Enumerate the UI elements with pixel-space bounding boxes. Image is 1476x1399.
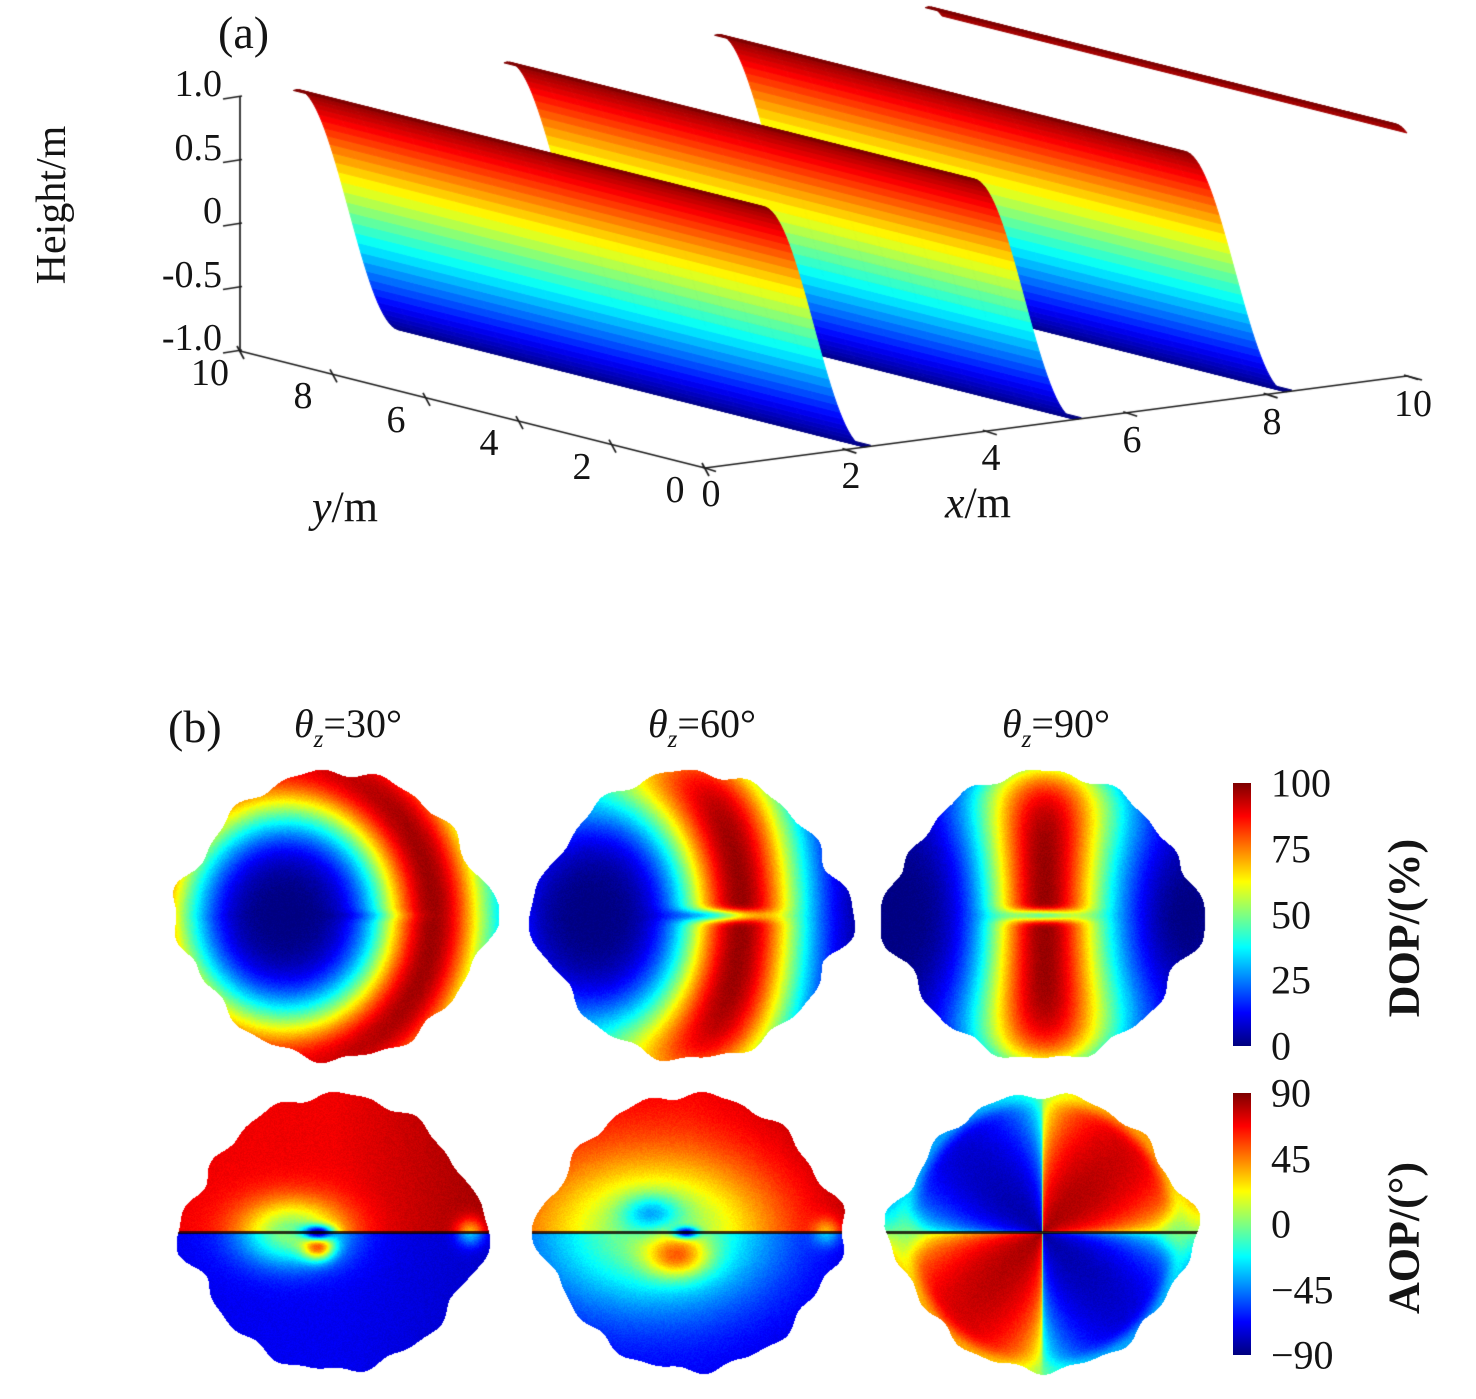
aop-colorbar-tick-label: 45: [1271, 1136, 1311, 1181]
aop-map-90deg: [862, 1052, 1222, 1399]
z-tick-label: -1.0: [161, 317, 222, 359]
dop-colorbar-tick-label: 0: [1271, 1023, 1291, 1069]
dop-map-30deg: [154, 735, 514, 1095]
x-tick-label: 2: [841, 455, 861, 497]
x-tick-label: 6: [1122, 419, 1142, 461]
dop-colorbar-tick-label: 50: [1271, 892, 1311, 937]
aop-colorbar-tick-label: 90: [1271, 1070, 1311, 1116]
x-tick-label: 8: [1262, 401, 1282, 443]
x-tick-label: 4: [981, 437, 1001, 479]
y-tick-label: 2: [572, 446, 592, 488]
y-axis-variable: y: [312, 482, 332, 532]
dop-map-90deg: [862, 735, 1222, 1095]
dop-colorbar-tick-label: 100: [1271, 760, 1331, 806]
aop-colorbar-tick-label: −90: [1271, 1332, 1334, 1378]
x-axis-unit: /m: [964, 478, 1011, 528]
dop-colorbar: [1233, 783, 1251, 1046]
theta-symbol: θ: [648, 701, 668, 746]
panel-a-label: (a): [218, 7, 270, 58]
x-axis-variable: x: [945, 478, 965, 528]
x-tick-label: 0: [701, 473, 721, 515]
aop-colorbar-tick-label: −45: [1271, 1267, 1334, 1312]
dop-colorbar-tick-label: 25: [1271, 957, 1311, 1003]
aop-colorbar: [1233, 1093, 1251, 1355]
aop-map-30deg: [154, 1052, 514, 1399]
theta-symbol: θ: [1002, 701, 1022, 746]
x-axis-title: x/m: [945, 478, 1011, 529]
dop-colorbar-tick-label: 75: [1271, 826, 1311, 872]
z-tick-label: 0: [203, 190, 222, 232]
sea-surface-3d-plot-canvas: [0, 0, 1476, 600]
y-tick-label: 0: [665, 469, 685, 511]
z-tick-label: -0.5: [161, 253, 222, 296]
y-axis-unit: /m: [331, 482, 378, 532]
dop-colorbar-title: DOP/(%): [1379, 838, 1429, 1018]
z-axis-title: Height/m: [29, 125, 75, 285]
y-tick-label: 10: [191, 352, 229, 394]
y-axis-title: y/m: [312, 482, 378, 533]
y-tick-label: 4: [479, 422, 499, 464]
z-tick-label: 1.0: [174, 63, 223, 105]
z-tick-label: 0.5: [174, 126, 223, 169]
dop-map-60deg: [510, 735, 870, 1095]
y-tick-label: 6: [386, 399, 406, 441]
y-tick-label: 8: [293, 375, 313, 417]
aop-colorbar-title: AOP/(°): [1379, 1161, 1429, 1315]
aop-colorbar-tick-label: 0: [1271, 1201, 1291, 1247]
aop-map-60deg: [510, 1052, 870, 1399]
x-tick-label: 10: [1394, 383, 1432, 425]
theta-symbol: θ: [294, 701, 314, 746]
